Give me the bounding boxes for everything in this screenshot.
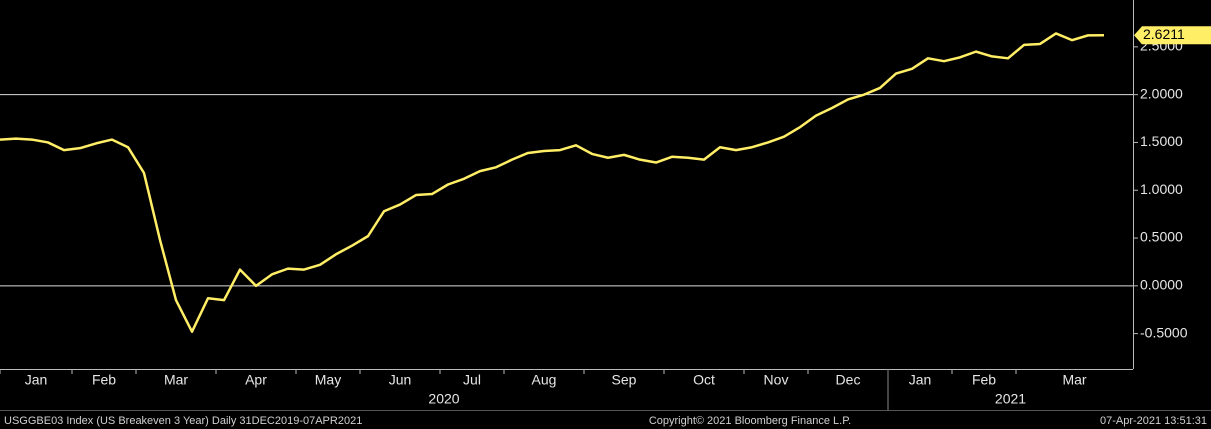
x-tick-label: Jan xyxy=(25,372,48,388)
year-label: 2021 xyxy=(995,391,1026,407)
footer-right: 07-Apr-2021 13:51:31 xyxy=(1100,415,1207,427)
x-tick-label: Dec xyxy=(836,372,861,388)
x-tick-label: Jan xyxy=(909,372,932,388)
y-tick-label: 2.0000 xyxy=(1140,85,1183,101)
x-tick-label: Mar xyxy=(164,372,188,388)
x-tick-label: Oct xyxy=(693,372,715,388)
footer-center: Copyright© 2021 Bloomberg Finance L.P. xyxy=(649,415,851,427)
x-tick-label: Nov xyxy=(764,372,789,388)
y-tick-label: 1.0000 xyxy=(1140,181,1183,197)
x-tick-label: Feb xyxy=(972,372,996,388)
y-tick-label: 0.5000 xyxy=(1140,229,1183,245)
y-tick-label: -0.5000 xyxy=(1140,324,1188,340)
y-tick-label: 0.0000 xyxy=(1140,277,1183,293)
x-tick-label: Apr xyxy=(245,372,267,388)
year-label: 2020 xyxy=(428,391,459,407)
x-tick-label: Sep xyxy=(612,372,637,388)
series-line xyxy=(0,32,1105,333)
footer-left: USGGBE03 Index (US Breakeven 3 Year) Dai… xyxy=(4,415,362,427)
x-tick-label: Jul xyxy=(463,372,481,388)
x-tick-label: Jun xyxy=(389,372,412,388)
x-tick-label: Aug xyxy=(532,372,557,388)
last-value-label: 2.6211 xyxy=(1143,26,1185,42)
y-tick-label: 1.5000 xyxy=(1140,133,1183,149)
x-tick-label: Feb xyxy=(92,372,116,388)
x-tick-label: Mar xyxy=(1062,372,1086,388)
last-value-tag xyxy=(1134,26,1211,45)
x-tick-label: May xyxy=(315,372,341,388)
